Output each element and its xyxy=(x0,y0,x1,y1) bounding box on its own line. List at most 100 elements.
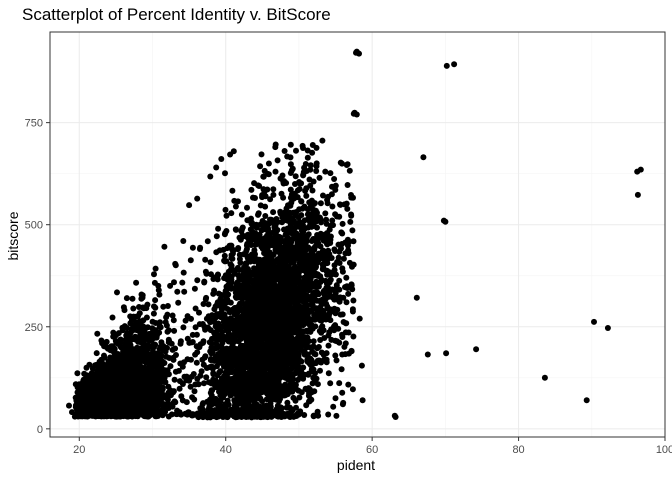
data-point xyxy=(347,168,353,174)
data-point xyxy=(191,397,197,403)
data-point xyxy=(201,338,207,344)
data-point xyxy=(213,249,219,255)
data-point xyxy=(207,339,213,345)
data-point xyxy=(251,180,257,186)
data-point xyxy=(114,289,120,295)
data-point xyxy=(156,292,162,298)
data-point xyxy=(220,247,226,253)
data-point xyxy=(293,173,299,179)
data-point xyxy=(322,210,328,216)
data-point xyxy=(295,241,301,247)
data-point xyxy=(341,256,347,262)
data-point xyxy=(293,247,299,253)
data-point xyxy=(192,352,198,358)
data-point xyxy=(228,210,234,216)
data-point xyxy=(177,386,183,392)
data-point xyxy=(174,289,180,295)
data-point xyxy=(139,292,145,298)
data-point xyxy=(340,221,346,227)
data-point xyxy=(190,245,196,251)
data-point xyxy=(331,324,337,330)
data-point xyxy=(318,200,324,206)
data-point xyxy=(94,350,100,356)
data-point xyxy=(202,257,208,263)
data-point xyxy=(310,188,316,194)
data-point xyxy=(298,198,304,204)
data-point xyxy=(201,279,207,285)
data-point xyxy=(110,315,116,321)
data-point xyxy=(327,380,333,386)
data-point xyxy=(175,300,181,306)
data-point xyxy=(278,176,284,182)
data-point xyxy=(142,305,148,311)
data-point xyxy=(144,315,150,321)
data-point xyxy=(295,187,301,193)
data-point xyxy=(166,327,172,333)
data-point xyxy=(339,231,345,237)
data-point xyxy=(351,262,357,268)
data-point xyxy=(193,306,199,312)
data-point xyxy=(158,339,164,345)
data-point xyxy=(149,337,155,343)
data-point xyxy=(161,360,167,366)
data-point xyxy=(181,270,187,276)
data-point xyxy=(350,386,356,392)
data-point xyxy=(307,167,313,173)
data-point xyxy=(288,170,294,176)
data-point xyxy=(336,255,342,261)
data-point xyxy=(180,364,186,370)
data-point xyxy=(307,218,313,224)
data-point xyxy=(181,289,187,295)
data-point xyxy=(285,202,291,208)
data-point xyxy=(150,319,156,325)
data-point xyxy=(288,161,294,167)
data-point xyxy=(284,226,290,232)
data-point xyxy=(338,160,344,166)
data-point xyxy=(319,350,325,356)
data-point xyxy=(211,288,217,294)
data-point xyxy=(280,195,286,201)
data-point xyxy=(333,183,339,189)
data-point xyxy=(317,175,323,181)
data-point xyxy=(161,244,167,250)
data-point xyxy=(226,402,232,408)
data-point xyxy=(341,344,347,350)
data-point xyxy=(74,370,80,376)
data-point xyxy=(178,393,184,399)
data-point xyxy=(300,172,306,178)
data-point xyxy=(99,340,105,346)
data-point xyxy=(238,228,244,234)
data-point xyxy=(343,275,349,281)
data-point xyxy=(305,155,311,161)
data-point xyxy=(233,227,239,233)
data-point xyxy=(188,316,194,322)
data-point xyxy=(133,280,139,286)
data-point xyxy=(259,151,265,157)
data-point xyxy=(303,402,309,408)
data-point xyxy=(117,339,123,345)
data-point xyxy=(194,277,200,283)
data-point xyxy=(303,185,309,191)
data-point xyxy=(348,213,354,219)
data-point xyxy=(311,179,317,185)
data-point xyxy=(189,339,195,345)
data-point xyxy=(339,366,345,372)
data-point xyxy=(223,228,229,234)
data-point xyxy=(151,271,157,277)
data-point xyxy=(201,362,207,368)
data-point xyxy=(332,248,338,254)
data-point xyxy=(288,195,294,201)
data-point xyxy=(347,219,353,225)
data-point xyxy=(244,205,250,211)
data-point xyxy=(84,365,90,371)
data-point xyxy=(179,280,185,286)
data-point xyxy=(184,374,190,380)
data-point xyxy=(322,169,328,175)
data-point xyxy=(345,382,351,388)
data-point xyxy=(171,328,177,334)
data-point xyxy=(281,181,287,187)
data-point xyxy=(192,286,198,292)
data-point xyxy=(130,306,136,312)
